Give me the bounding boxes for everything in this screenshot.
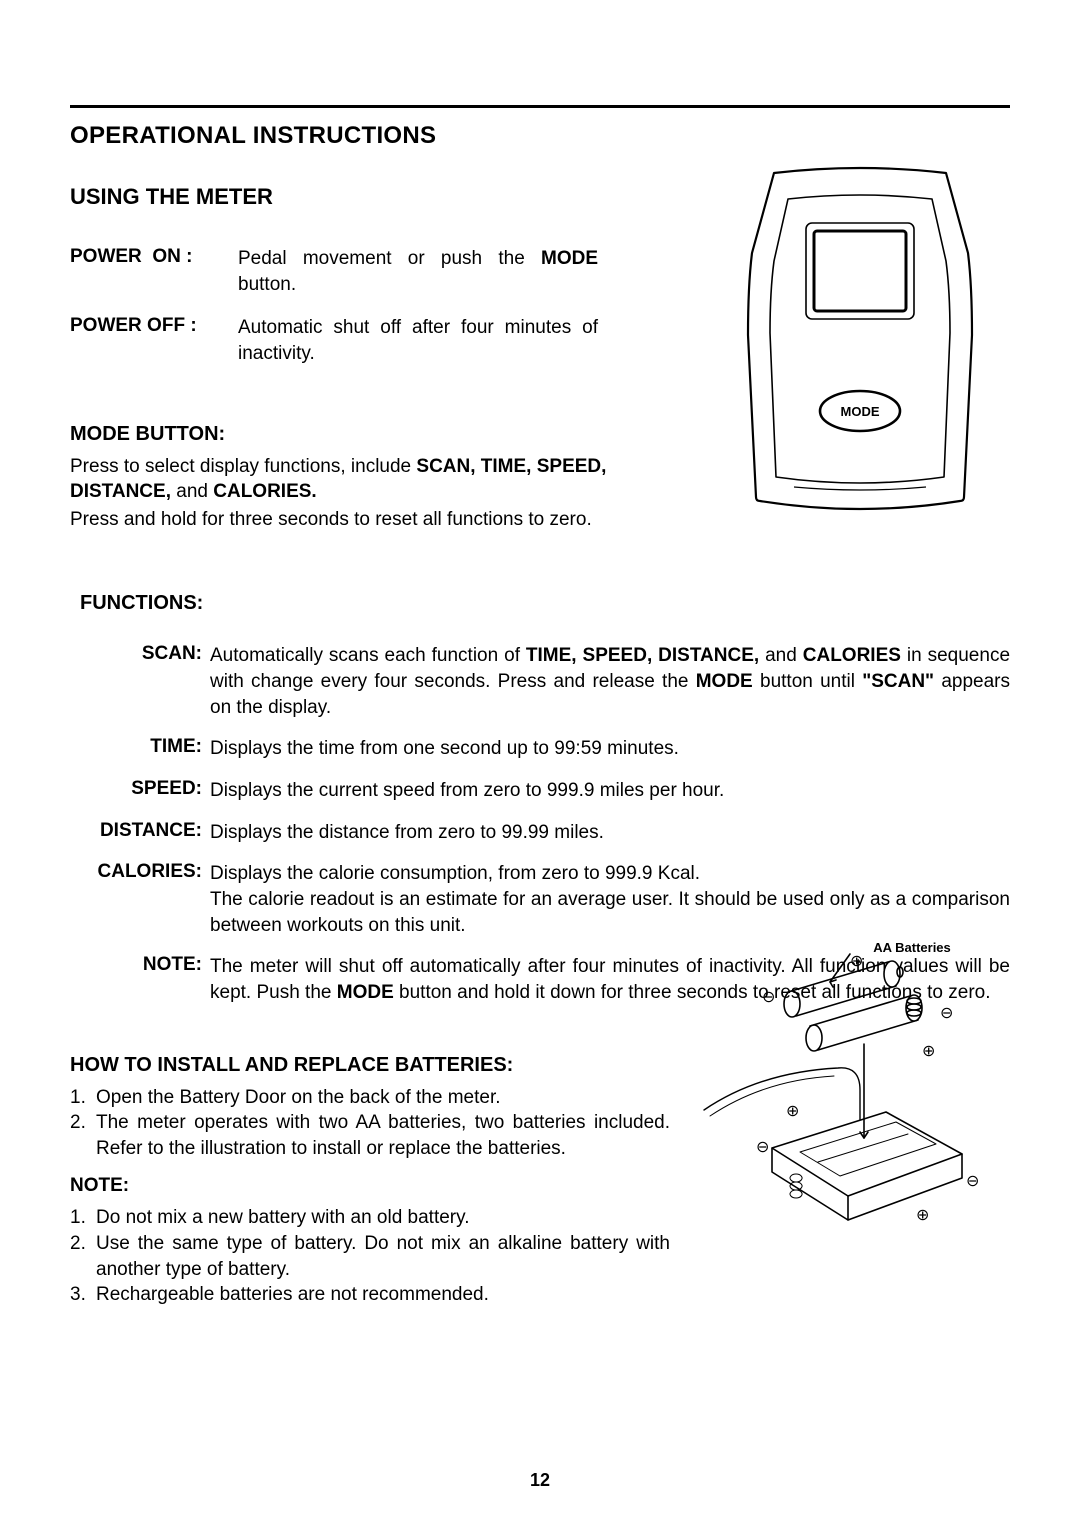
meter-illustration: MODE [710,165,1010,525]
battery-illustration: AA Batteries ⊕ ⊖ ⊖ ⊕ ⊕ ⊖ ⊖ ⊕ [700,940,1020,1230]
batteries-heading: HOW TO INSTALL AND REPLACE BATTERIES: [70,1054,670,1077]
battery-steps: 1.Open the Battery Door on the back of t… [70,1085,670,1162]
note-heading: NOTE: [70,1175,670,1197]
polarity-plus-icon: ⊕ [786,1103,799,1120]
list-item: Rechargeable batteries are not recommend… [96,1282,670,1308]
mode-button-block: MODE BUTTON: Press to select display fun… [70,423,630,533]
polarity-minus-icon: ⊖ [940,1005,953,1022]
power-off-text: Automatic shut off after four minutes of… [238,315,598,366]
polarity-plus-icon: ⊕ [916,1207,929,1224]
polarity-minus-icon: ⊖ [756,1139,769,1156]
page-title: OPERATIONAL INSTRUCTIONS [70,122,1010,150]
battery-label: AA Batteries [873,940,951,955]
list-item: Do not mix a new battery with an old bat… [96,1205,670,1231]
func-distance-label: DISTANCE: [70,820,210,842]
mode-p2: Press and hold for three seconds to rese… [70,507,630,533]
func-speed-label: SPEED: [70,778,210,800]
batteries-block: HOW TO INSTALL AND REPLACE BATTERIES: 1.… [70,1054,670,1308]
list-item: The meter operates with two AA batteries… [96,1110,670,1161]
func-calories-text: Displays the calorie consumption, from z… [210,861,1010,938]
func-speed-text: Displays the current speed from zero to … [210,778,1010,804]
func-distance-text: Displays the distance from zero to 99.99… [210,820,1010,846]
polarity-minus-icon: ⊖ [762,989,775,1006]
top-rule [70,105,1010,108]
power-on-text: Pedal movement or push the MODE button. [238,246,598,297]
power-off-label: POWER OFF : [70,315,238,337]
func-scan-text: Automatically scans each function of TIM… [210,643,1010,720]
power-on-label: POWER ON : [70,246,238,268]
func-time-text: Displays the time from one second up to … [210,736,1010,762]
polarity-plus-icon: ⊕ [922,1043,935,1060]
battery-1-icon [784,961,903,1017]
page-number: 12 [0,1470,1080,1491]
mode-p1: Press to select display functions, inclu… [70,454,630,505]
battery-2-icon [806,995,922,1051]
mode-button-label: MODE [841,404,880,419]
list-item: Open the Battery Door on the back of the… [96,1085,670,1111]
mode-button-heading: MODE BUTTON: [70,423,630,446]
functions-heading: FUNCTIONS: [80,592,1010,615]
battery-notes: 1.Do not mix a new battery with an old b… [70,1205,670,1308]
func-calories-label: CALORIES: [70,861,210,883]
list-item: Use the same type of battery. Do not mix… [96,1231,670,1282]
func-time-label: TIME: [70,736,210,758]
func-scan-label: SCAN: [70,643,210,665]
polarity-plus-icon: ⊕ [850,953,863,970]
func-note-label: NOTE: [70,954,210,976]
polarity-minus-icon: ⊖ [966,1173,979,1190]
